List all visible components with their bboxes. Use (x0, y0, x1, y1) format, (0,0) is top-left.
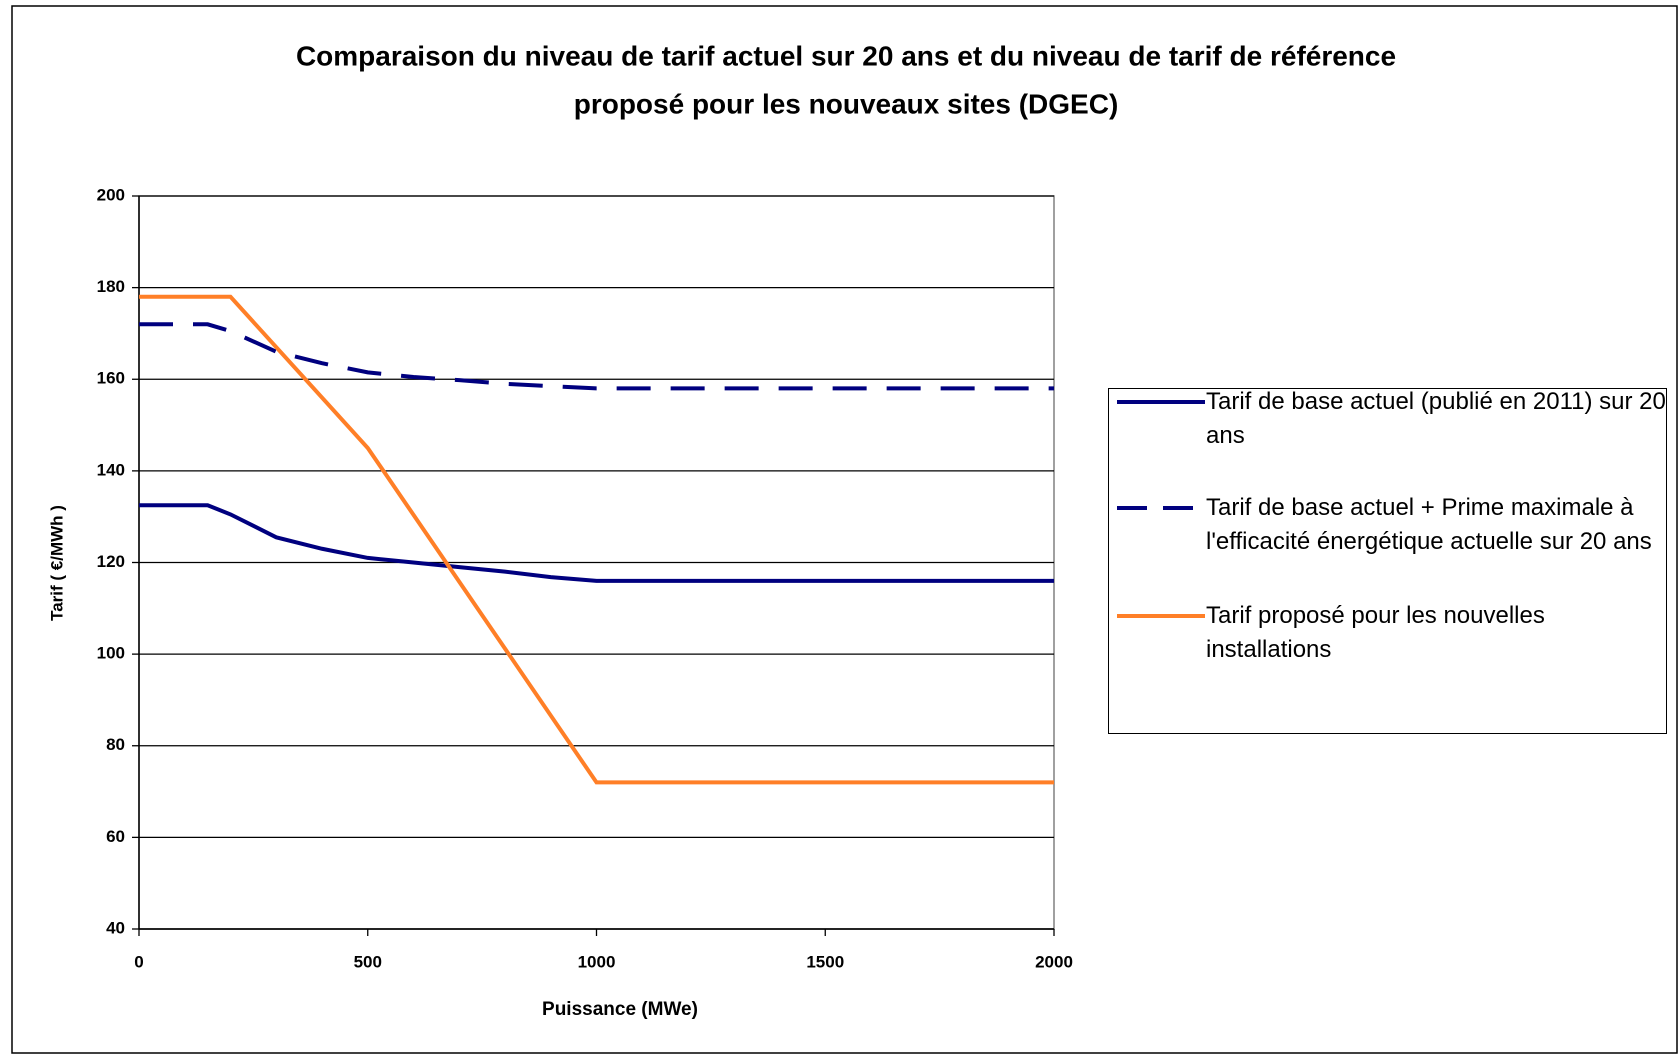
y-axis-label: Tarif ( €/MWh ) (47, 505, 66, 621)
chart-title: proposé pour les nouveaux sites (DGEC) (574, 88, 1119, 119)
x-tick-label: 1500 (806, 952, 844, 971)
y-tick-label: 180 (97, 277, 125, 296)
y-tick-label: 200 (97, 185, 125, 204)
chart-border (11, 5, 1678, 1054)
legend-entry: Tarif de base actuel + Prime maximale à … (1109, 491, 1666, 559)
legend-label: Tarif proposé pour les nouvelles install… (1206, 602, 1545, 663)
x-tick-label: 1000 (578, 952, 616, 971)
x-tick-label: 0 (134, 952, 143, 971)
legend-entry: Tarif de base actuel (publié en 2011) su… (1109, 385, 1666, 453)
x-tick-label: 500 (354, 952, 382, 971)
y-tick-label: 60 (106, 827, 125, 846)
legend: Tarif de base actuel (publié en 2011) su… (1108, 388, 1667, 734)
y-tick-label: 40 (106, 918, 125, 937)
legend-swatch (1117, 506, 1205, 510)
legend-swatch (1117, 614, 1205, 618)
series-line (139, 503, 1054, 583)
series-line (139, 294, 1054, 785)
y-tick-label: 80 (106, 735, 125, 754)
y-tick-label: 100 (97, 644, 125, 663)
legend-entry: Tarif proposé pour les nouvelles install… (1109, 599, 1666, 667)
chart-title: Comparaison du niveau de tarif actuel su… (296, 40, 1396, 71)
y-tick-label: 160 (97, 369, 125, 388)
x-tick-label: 2000 (1035, 952, 1073, 971)
legend-swatch (1117, 400, 1205, 404)
x-axis-label: Puissance (MWe) (542, 999, 698, 1020)
y-tick-label: 140 (97, 460, 125, 479)
legend-label: Tarif de base actuel (publié en 2011) su… (1206, 388, 1666, 449)
y-tick-label: 120 (97, 552, 125, 571)
legend-label: Tarif de base actuel + Prime maximale à … (1206, 494, 1652, 555)
